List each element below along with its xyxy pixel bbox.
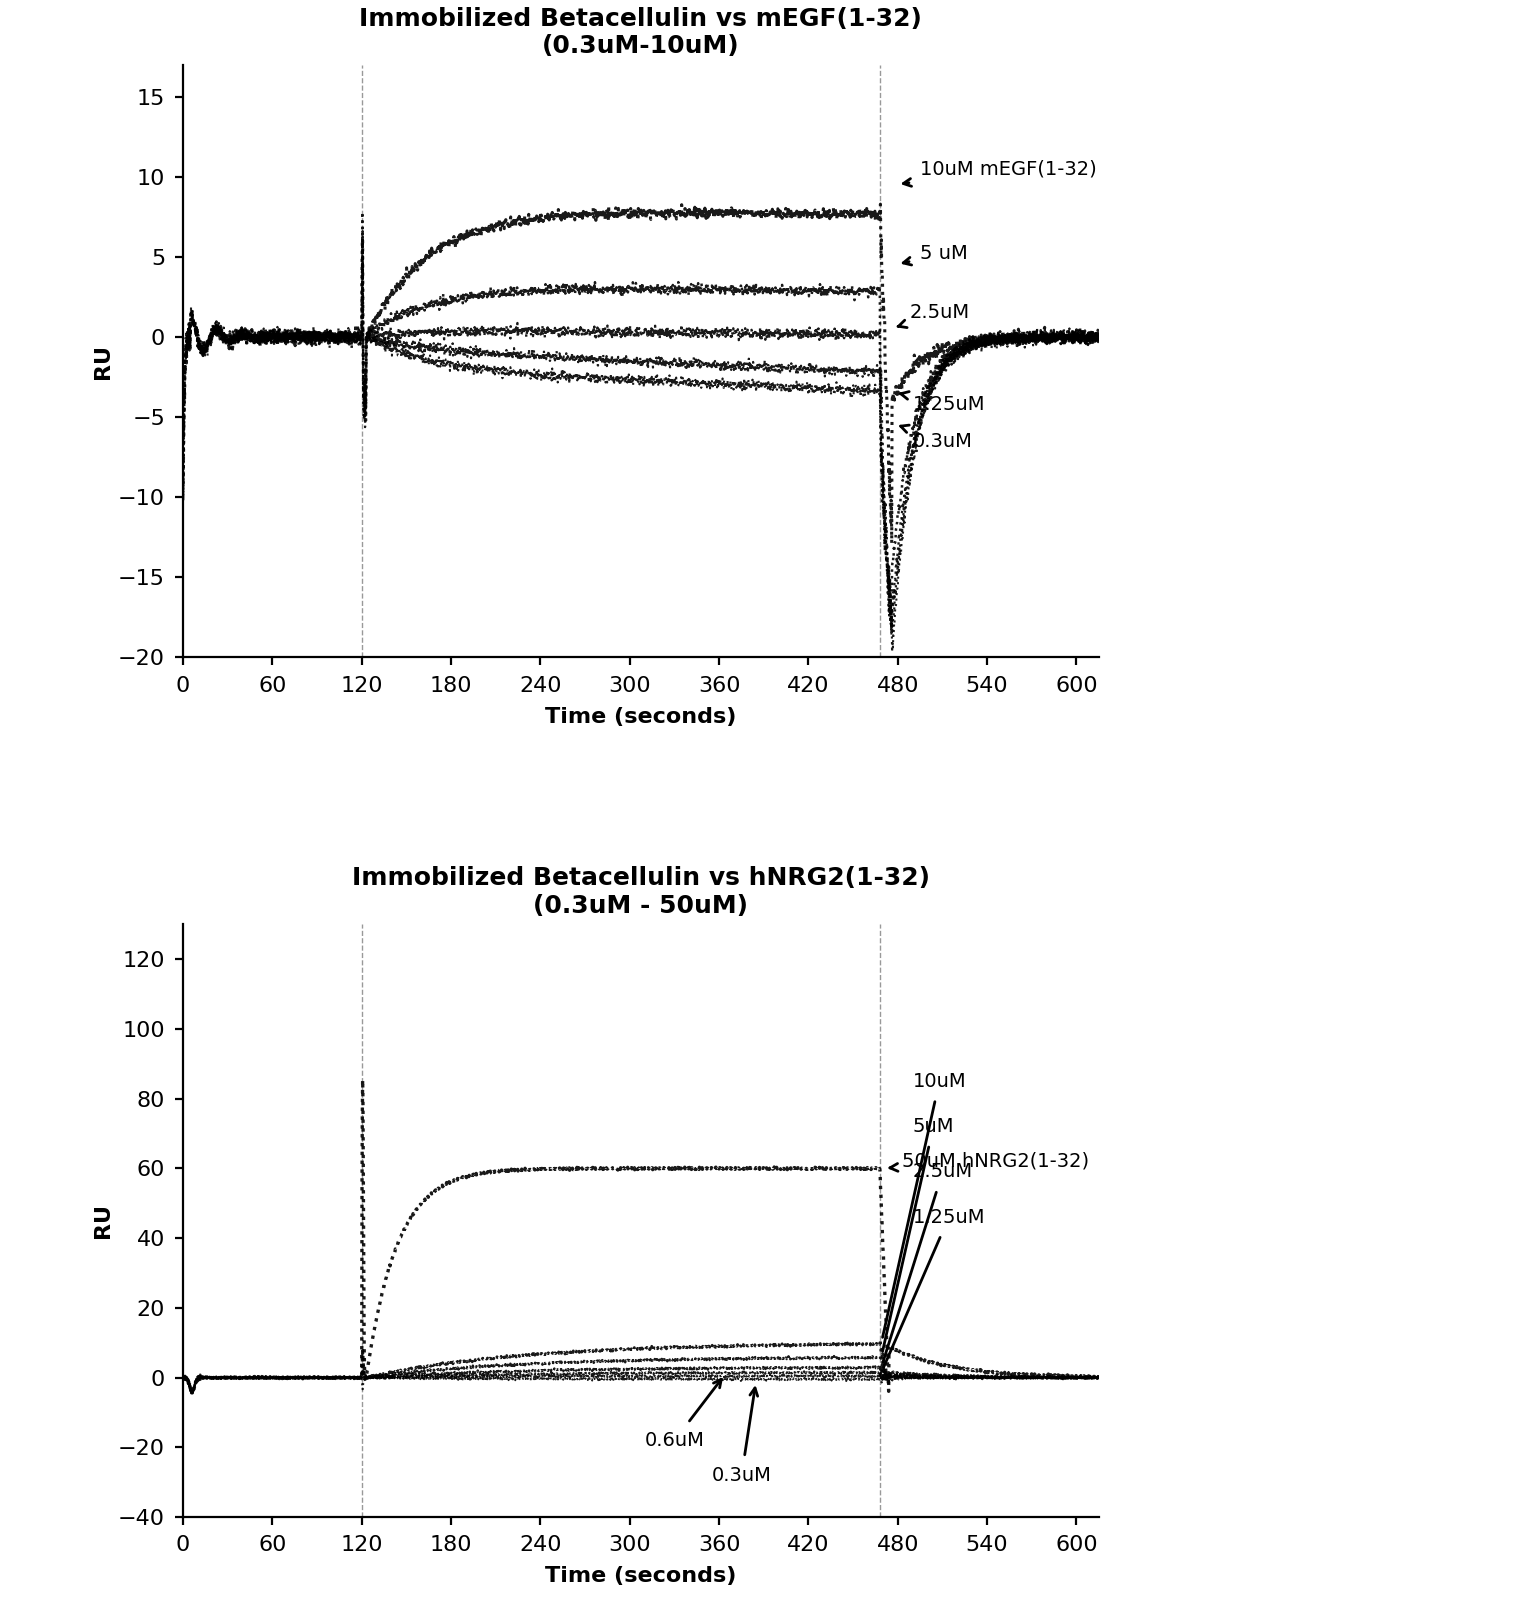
- Title: Immobilized Betacellulin vs mEGF(1-32)
(0.3uM-10uM): Immobilized Betacellulin vs mEGF(1-32) (…: [360, 6, 922, 58]
- Text: 50uM hNRG2(1-32): 50uM hNRG2(1-32): [890, 1152, 1090, 1172]
- Y-axis label: RU: RU: [93, 344, 113, 379]
- X-axis label: Time (seconds): Time (seconds): [545, 707, 737, 726]
- Text: 0.3uM: 0.3uM: [900, 424, 972, 450]
- Text: 5uM: 5uM: [882, 1117, 954, 1351]
- Text: 1.25uM: 1.25uM: [884, 1207, 986, 1367]
- Text: 2.5uM: 2.5uM: [884, 1162, 972, 1362]
- Text: 10uM: 10uM: [882, 1072, 966, 1338]
- Text: 0.6uM: 0.6uM: [644, 1380, 722, 1449]
- Text: 1.25uM: 1.25uM: [900, 392, 986, 413]
- Y-axis label: RU: RU: [93, 1202, 113, 1238]
- Text: 0.3uM: 0.3uM: [711, 1388, 772, 1485]
- Text: 10uM mEGF(1-32): 10uM mEGF(1-32): [903, 160, 1097, 186]
- Title: Immobilized Betacellulin vs hNRG2(1-32)
(0.3uM - 50uM): Immobilized Betacellulin vs hNRG2(1-32) …: [353, 867, 929, 918]
- Text: 2.5uM: 2.5uM: [897, 303, 969, 328]
- Text: 5 uM: 5 uM: [903, 244, 967, 265]
- X-axis label: Time (seconds): Time (seconds): [545, 1566, 737, 1587]
